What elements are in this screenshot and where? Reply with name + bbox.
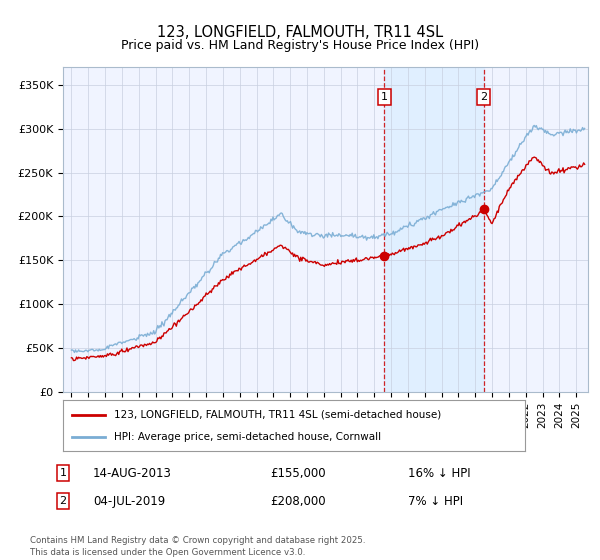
Text: 1: 1 (59, 468, 67, 478)
Text: 14-AUG-2013: 14-AUG-2013 (93, 466, 172, 480)
Text: 04-JUL-2019: 04-JUL-2019 (93, 494, 165, 508)
Text: 2: 2 (59, 496, 67, 506)
Text: 123, LONGFIELD, FALMOUTH, TR11 4SL: 123, LONGFIELD, FALMOUTH, TR11 4SL (157, 25, 443, 40)
Text: Contains HM Land Registry data © Crown copyright and database right 2025.
This d: Contains HM Land Registry data © Crown c… (30, 536, 365, 557)
Text: 2: 2 (480, 92, 487, 102)
Text: Price paid vs. HM Land Registry's House Price Index (HPI): Price paid vs. HM Land Registry's House … (121, 39, 479, 52)
Text: £155,000: £155,000 (270, 466, 326, 480)
Text: £208,000: £208,000 (270, 494, 326, 508)
Text: HPI: Average price, semi-detached house, Cornwall: HPI: Average price, semi-detached house,… (114, 432, 381, 442)
Bar (385, 67, 484, 392)
Text: 16% ↓ HPI: 16% ↓ HPI (408, 466, 470, 480)
Text: 7% ↓ HPI: 7% ↓ HPI (408, 494, 463, 508)
Text: 1: 1 (381, 92, 388, 102)
Text: 123, LONGFIELD, FALMOUTH, TR11 4SL (semi-detached house): 123, LONGFIELD, FALMOUTH, TR11 4SL (semi… (114, 409, 441, 419)
